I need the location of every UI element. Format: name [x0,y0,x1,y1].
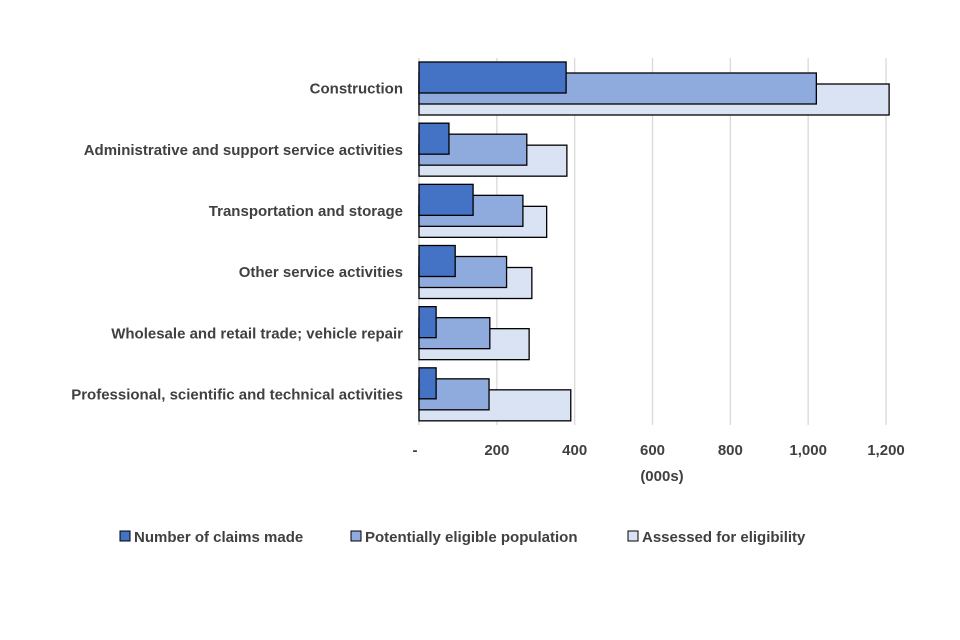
legend-label: Number of claims made [134,529,303,546]
bar-number-of-claims-made-1 [418,122,450,155]
legend-label: Assessed for eligibility [642,529,806,546]
bar-number-of-claims-made-0 [418,61,567,94]
bar-number-of-claims-made-2 [418,183,474,216]
x-tick-labels: - 200 400 600 800 1,000 1,200 [413,442,905,459]
x-axis-title: (000s) [640,468,683,485]
legend-swatch [627,530,639,542]
x-tick-label: 1,000 [789,442,827,459]
bar-number-of-claims-made-5 [418,367,437,400]
x-tick-label: 800 [718,442,743,459]
bars [418,61,890,422]
x-tick-label: 600 [640,442,665,459]
legend: Number of claims made Potentially eligibl… [119,529,806,546]
x-tick-label: 1,200 [867,442,905,459]
category-label: Transportation and storage [209,203,403,220]
bar-number-of-claims-made-3 [418,244,456,278]
x-tick-label: 200 [484,442,509,459]
category-label: Wholesale and retail trade; vehicle repa… [111,325,403,342]
gridlines [418,58,887,425]
legend-label: Potentially eligible population [365,529,578,546]
bar-number-of-claims-made-4 [418,306,437,339]
legend-swatch [350,530,362,542]
category-labels: Construction Administrative and support s… [71,81,403,404]
x-tick-label: 400 [562,442,587,459]
x-tick-label: - [413,442,418,459]
category-label: Administrative and support service activ… [84,142,403,159]
category-label: Construction [310,81,403,98]
category-label: Professional, scientific and technical a… [71,386,403,403]
category-label: Other service activities [239,264,403,281]
legend-swatch [119,530,131,542]
